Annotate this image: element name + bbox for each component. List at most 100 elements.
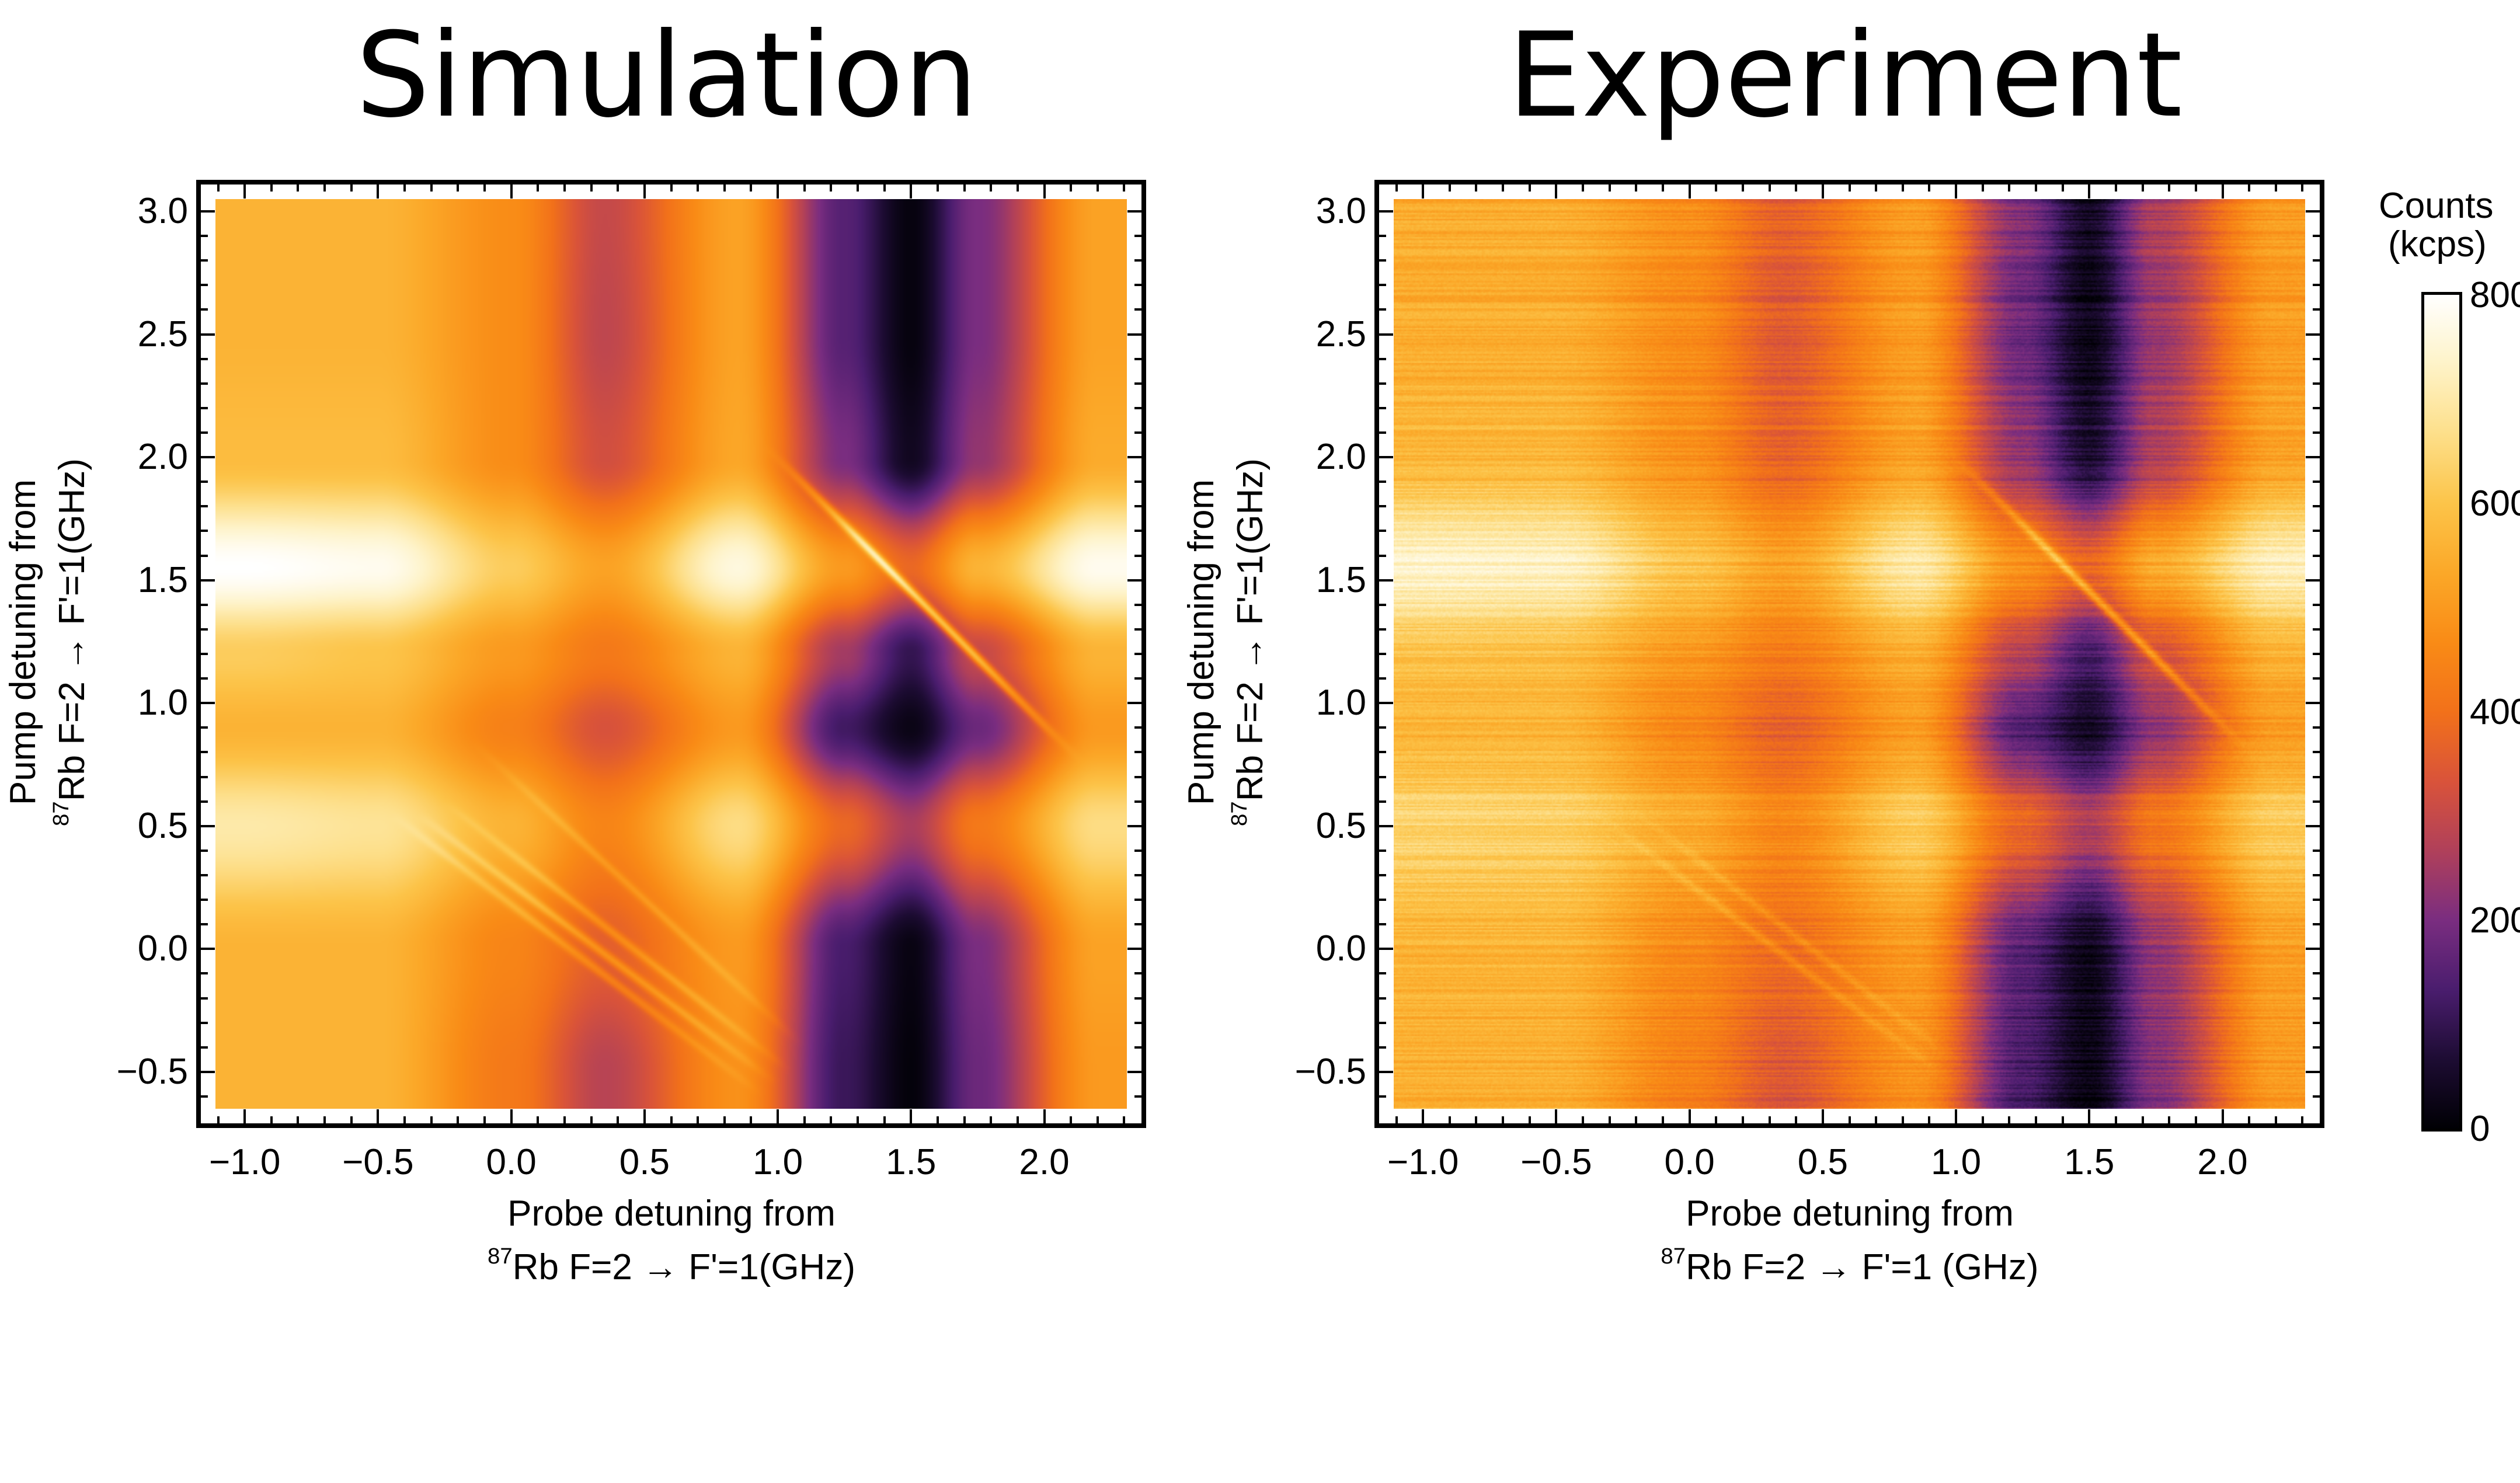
x-tick bbox=[2035, 184, 2037, 192]
y-tick bbox=[1134, 481, 1141, 483]
x-tick bbox=[1741, 184, 1744, 192]
x-tick-label: 0.5 bbox=[619, 1142, 670, 1182]
x-tick bbox=[1715, 1116, 1718, 1123]
y-tick bbox=[1379, 653, 1386, 655]
isotope-superscript: 87 bbox=[488, 1244, 513, 1269]
x-tick bbox=[2168, 1116, 2171, 1123]
x-tick bbox=[2301, 1116, 2304, 1123]
x-tick bbox=[297, 1116, 300, 1123]
y-tick bbox=[201, 726, 208, 729]
x-tick bbox=[1502, 1116, 1505, 1123]
x-tick bbox=[1955, 1109, 1958, 1123]
y-tick bbox=[2313, 259, 2320, 262]
x-tick bbox=[2088, 1109, 2091, 1123]
y-tick bbox=[1379, 972, 1386, 975]
x-tick bbox=[2301, 184, 2304, 192]
y-tick bbox=[201, 849, 208, 852]
x-tick bbox=[1395, 1116, 1398, 1123]
x-tick-label: 2.0 bbox=[2197, 1142, 2248, 1182]
y-tick bbox=[1134, 382, 1141, 385]
y-tick bbox=[2313, 873, 2320, 876]
y-tick bbox=[1379, 210, 1393, 213]
x-tick bbox=[1821, 184, 1824, 199]
y-tick bbox=[2306, 333, 2320, 336]
y-tick bbox=[2313, 481, 2320, 483]
x-tick bbox=[910, 1109, 913, 1123]
x-tick bbox=[883, 1116, 886, 1123]
y-tick bbox=[2313, 284, 2320, 287]
y-tick bbox=[2313, 357, 2320, 360]
x-tick bbox=[297, 184, 300, 192]
x-tick bbox=[243, 1109, 246, 1123]
y-tick bbox=[1134, 628, 1141, 631]
x-tick bbox=[1448, 184, 1451, 192]
colorbar-unit: (kcps) bbox=[2388, 224, 2487, 264]
y-tick bbox=[201, 873, 208, 876]
x-tick bbox=[643, 1109, 646, 1123]
y-tick bbox=[1134, 431, 1141, 434]
x-tick bbox=[350, 184, 353, 192]
x-tick bbox=[1795, 184, 1798, 192]
colorbar-tick-label: 800 bbox=[2470, 275, 2520, 315]
y-tick bbox=[201, 1021, 208, 1024]
y-tick bbox=[1127, 702, 1141, 705]
simulation-title: Simulation bbox=[356, 8, 978, 144]
y-tick bbox=[1379, 1070, 1393, 1073]
y-tick bbox=[201, 235, 208, 238]
simulation-heatmap bbox=[215, 199, 1127, 1109]
y-tick bbox=[2313, 235, 2320, 238]
experiment-heatmap-panel: −1.0 −0.5 0.0 0.5 1.0 1.5 2.0 −0.5 0.0 0.5 1.0 1.5 2… bbox=[1295, 180, 2324, 1181]
colorbar-tick-label: 400 bbox=[2470, 692, 2520, 732]
y-tick-label: 1.0 bbox=[1315, 683, 1366, 723]
heatmap-area bbox=[1394, 199, 2305, 1109]
x-tick bbox=[1582, 1116, 1585, 1123]
y-tick bbox=[201, 554, 208, 557]
y-tick bbox=[2313, 554, 2320, 557]
x-tick bbox=[2061, 184, 2064, 192]
y-tick bbox=[201, 702, 215, 705]
y-tick bbox=[1134, 284, 1141, 287]
x-tick bbox=[2008, 1116, 2011, 1123]
y-tick bbox=[201, 481, 208, 483]
x-tick bbox=[1502, 184, 1505, 192]
x-tick bbox=[1768, 184, 1771, 192]
y-tick bbox=[1379, 899, 1386, 901]
x-tick bbox=[1795, 1116, 1798, 1123]
x-tick bbox=[697, 1116, 699, 1123]
y-tick bbox=[1379, 1095, 1386, 1098]
x-tick bbox=[830, 184, 833, 192]
x-tick bbox=[1555, 1109, 1558, 1123]
y-tick bbox=[1379, 1021, 1386, 1024]
y-tick bbox=[2313, 899, 2320, 901]
y-tick bbox=[1379, 554, 1386, 557]
y-tick bbox=[1134, 849, 1141, 852]
y-tick bbox=[201, 800, 208, 803]
y-tick bbox=[2313, 603, 2320, 606]
y-tick bbox=[1379, 775, 1386, 778]
x-tick bbox=[1688, 184, 1691, 199]
y-tick bbox=[1134, 997, 1141, 1000]
x-tick bbox=[1422, 1109, 1425, 1123]
x-tick bbox=[803, 184, 806, 192]
y-tick bbox=[1127, 579, 1141, 582]
y-tick-label: 2.5 bbox=[137, 314, 188, 354]
x-tick bbox=[1043, 184, 1046, 199]
y-tick bbox=[1379, 259, 1386, 262]
y-tick bbox=[1134, 800, 1141, 803]
y-tick bbox=[201, 603, 208, 606]
experiment-xlabel-line2: 87Rb F=2 → F'=1 (GHz) bbox=[1353, 1245, 2346, 1286]
y-tick bbox=[2313, 505, 2320, 508]
y-tick bbox=[1379, 505, 1386, 508]
y-tick bbox=[201, 653, 208, 655]
y-tick bbox=[2313, 923, 2320, 926]
y-tick-label: 3.0 bbox=[137, 191, 188, 232]
x-tick bbox=[1422, 184, 1425, 199]
x-tick bbox=[750, 184, 753, 192]
x-tick bbox=[1768, 1116, 1771, 1123]
x-tick bbox=[270, 1116, 273, 1123]
y-tick bbox=[2313, 308, 2320, 311]
x-tick-label: −0.5 bbox=[342, 1142, 414, 1182]
y-tick bbox=[2313, 382, 2320, 385]
x-tick bbox=[990, 184, 993, 192]
x-tick bbox=[1555, 184, 1558, 199]
